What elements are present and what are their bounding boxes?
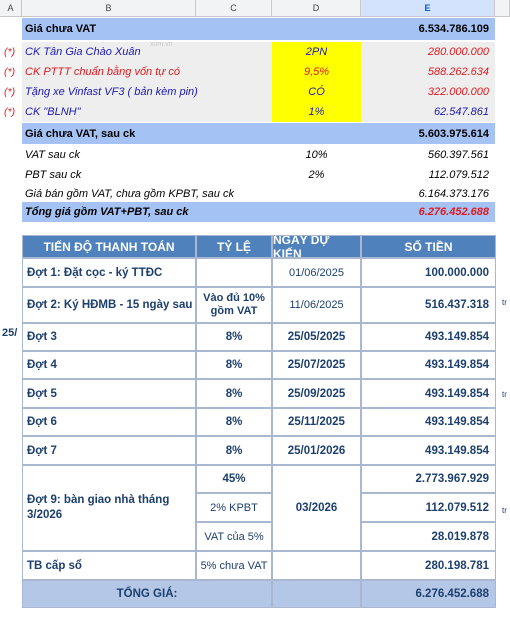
stage-date[interactable]: 25/11/2025 (272, 408, 361, 436)
header-rate: TỶ LỆ (196, 235, 272, 258)
column-header-c[interactable]: C (196, 0, 272, 17)
discount-amount[interactable]: 322.000.000 (427, 86, 489, 98)
stage-rate[interactable]: 8% (196, 379, 272, 408)
stage-name[interactable]: Đợt 4 (22, 351, 196, 379)
vat-value[interactable]: 560.397.561 (427, 149, 489, 161)
stage-date[interactable]: 25/05/2025 (272, 323, 361, 351)
stage-amount[interactable]: 493.149.854 (361, 351, 496, 379)
stage-amount[interactable]: 516.437.318 (361, 287, 496, 323)
discount-rate[interactable]: 1% (272, 102, 361, 122)
handover-rate[interactable]: VAT của 5% (196, 522, 272, 551)
stage-rate[interactable]: Vào đủ 10% gồm VAT (196, 287, 272, 323)
discount-rate[interactable]: 9,5% (272, 62, 361, 82)
column-header-b[interactable]: B (22, 0, 196, 17)
stage-amount[interactable]: 100.000.000 (361, 258, 496, 287)
stage-date[interactable]: 25/07/2025 (272, 351, 361, 379)
total-label: TỔNG GIÁ: (22, 580, 272, 608)
discount-marker: (*) (4, 106, 16, 118)
discount-marker: (*) (4, 86, 16, 98)
price-before-vat-value[interactable]: 6.534.786.109 (418, 23, 489, 35)
left-overflow-fragment: 25/ (2, 327, 18, 339)
certificate-amount[interactable]: 280.198.781 (361, 551, 496, 580)
discount-amount[interactable]: 280.000.000 (427, 46, 489, 58)
stage-name[interactable]: Đợt 5 (22, 379, 196, 408)
discount-label: CK PTTT chuẩn bằng vốn tự có (25, 66, 180, 78)
discount-marker: (*) (4, 66, 16, 78)
discount-row[interactable]: CK PTTT chuẩn bằng vốn tự có 9,5% 588.26… (22, 62, 495, 82)
stage-rate[interactable]: 8% (196, 323, 272, 351)
certificate-date[interactable] (272, 551, 361, 580)
right-overflow-fragment: tr (502, 298, 507, 307)
discount-label: Tặng xe Vinfast VF3 ( bản kèm pin) (25, 86, 198, 98)
stage-date[interactable]: 01/06/2025 (272, 258, 361, 287)
column-header-a[interactable]: A (0, 0, 22, 17)
header-amount: SỐ TIỀN (361, 235, 496, 258)
stage-name[interactable]: Đợt 3 (22, 323, 196, 351)
header-payment-stage: TIẾN ĐỘ THANH TOÁN (22, 235, 196, 258)
sale-price-row: Giá bán gồm VAT, chưa gồm KPBT, sau ck 6… (22, 184, 495, 204)
after-discount-label: Giá chưa VAT, sau ck (25, 127, 136, 140)
discount-amount[interactable]: 588.262.634 (427, 66, 489, 78)
vat-label: VAT sau ck (25, 149, 80, 161)
total-spacer (272, 580, 361, 608)
handover-date[interactable]: 03/2026 (272, 465, 361, 551)
column-header-d[interactable]: D (272, 0, 361, 17)
pbt-row: PBT sau ck 2% 112.079.512 (22, 165, 495, 185)
after-discount-row: Giá chưa VAT, sau ck 5.603.975.614 (22, 123, 495, 144)
discount-rate[interactable]: 2PN (272, 42, 361, 62)
stage-rate[interactable]: 8% (196, 351, 272, 379)
vat-row: VAT sau ck 10% 560.397.561 (22, 145, 495, 165)
discount-row[interactable]: CK Tân Gia Chào Xuân 2PN 280.000.000 (22, 42, 495, 62)
header-expected-date: NGÀY DỰ KIẾN (272, 235, 361, 258)
stage-rate[interactable] (196, 258, 272, 287)
total-value[interactable]: 6.276.452.688 (361, 580, 496, 608)
grand-total-row: Tổng giá gồm VAT+PBT, sau ck 6.276.452.6… (22, 202, 495, 222)
after-discount-value[interactable]: 5.603.975.614 (418, 127, 489, 140)
handover-rate[interactable]: 45% (196, 465, 272, 493)
discount-label: CK "BLNH" (25, 106, 81, 118)
discount-amount[interactable]: 62.547.861 (433, 106, 489, 118)
discount-label: CK Tân Gia Chào Xuân (25, 46, 141, 58)
stage-amount[interactable]: 493.149.854 (361, 436, 496, 465)
stage-amount[interactable]: 493.149.854 (361, 379, 496, 408)
discount-rate[interactable]: CÓ (272, 82, 361, 102)
right-overflow-fragment: tr (502, 390, 507, 399)
column-header-e[interactable]: E (361, 0, 495, 17)
stage-rate[interactable]: 8% (196, 408, 272, 436)
handover-amount[interactable]: 112.079.512 (361, 493, 496, 522)
stage-name[interactable]: Đợt 6 (22, 408, 196, 436)
stage-date[interactable]: 25/01/2026 (272, 436, 361, 465)
sale-price-value[interactable]: 6.164.373.176 (418, 188, 489, 200)
handover-amount[interactable]: 2.773.967.929 (361, 465, 496, 493)
stage-rate[interactable]: 8% (196, 436, 272, 465)
stage-date[interactable]: 11/06/2025 (272, 287, 361, 323)
discount-block (22, 42, 495, 122)
pbt-rate[interactable]: 2% (308, 169, 325, 181)
pbt-value[interactable]: 112.079.512 (428, 169, 489, 181)
stage-date[interactable]: 25/09/2025 (272, 379, 361, 408)
price-before-vat-row: Giá chưa VAT 6.534.786.109 (22, 18, 495, 40)
discount-row[interactable]: CK "BLNH" 1% 62.547.861 (22, 102, 495, 122)
watermark: xom.vn (150, 41, 173, 48)
stage-name[interactable]: Đợt 1: Đặt cọc - ký TTĐC (22, 258, 196, 287)
stage-amount[interactable]: 493.149.854 (361, 408, 496, 436)
vat-rate[interactable]: 10% (305, 149, 328, 161)
grand-total-label: Tổng giá gồm VAT+PBT, sau ck (25, 206, 189, 218)
certificate-stage-name[interactable]: TB cấp sổ (22, 551, 196, 580)
discount-row[interactable]: Tặng xe Vinfast VF3 ( bản kèm pin) CÓ 32… (22, 82, 495, 102)
stage-name[interactable]: Đợt 2: Ký HĐMB - 15 ngày sau (22, 287, 196, 323)
right-overflow-fragment: tr (502, 506, 507, 515)
handover-rate[interactable]: 2% KPBT (196, 493, 272, 522)
pbt-label: PBT sau ck (25, 169, 82, 181)
stage-amount[interactable]: 493.149.854 (361, 323, 496, 351)
handover-stage-name[interactable]: Đợt 9: bàn giao nhà tháng 3/2026 (22, 465, 196, 551)
column-header-f[interactable] (495, 0, 510, 17)
sale-price-label: Giá bán gồm VAT, chưa gồm KPBT, sau ck (25, 188, 234, 200)
discount-marker: (*) (4, 46, 16, 58)
stage-name[interactable]: Đợt 7 (22, 436, 196, 465)
handover-amount[interactable]: 28.019.878 (361, 522, 496, 551)
grand-total-value[interactable]: 6.276.452.688 (418, 206, 489, 218)
price-before-vat-label: Giá chưa VAT (25, 23, 97, 35)
certificate-rate[interactable]: 5% chưa VAT (196, 551, 272, 580)
